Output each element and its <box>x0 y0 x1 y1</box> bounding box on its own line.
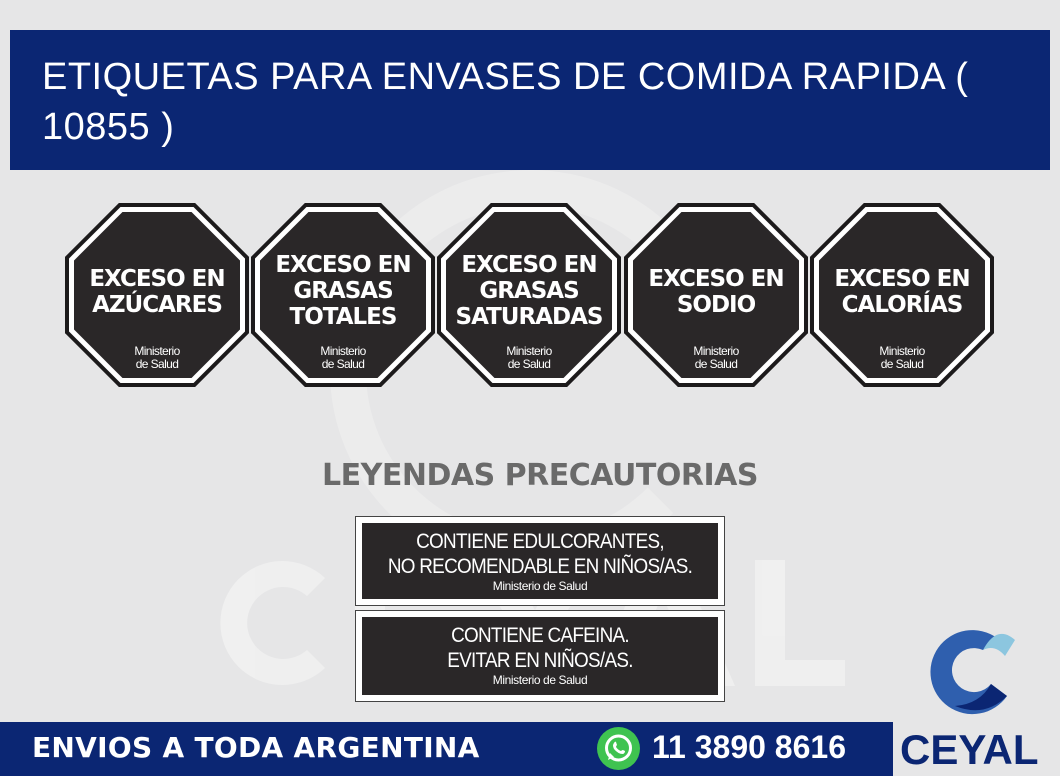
octagon-text: EXCESO EN <box>89 266 225 292</box>
legend-line: CONTIENE CAFEINA. <box>451 624 630 647</box>
authority-line: Ministerio <box>134 344 180 358</box>
page-title: ETIQUETAS PARA ENVASES DE COMIDA RAPIDA … <box>42 56 969 148</box>
octagon-seal: EXCESO EN CALORÍAS Ministerio de Salud <box>809 202 995 388</box>
octagon-seal: EXCESO EN GRASAS SATURADAS Ministerio de Sal… <box>436 202 622 388</box>
authority-line: Ministerio <box>506 344 552 358</box>
octagon-authority: Ministerio de Salud <box>623 345 809 371</box>
authority-line: Ministerio <box>320 344 366 358</box>
authority-line: de Salud <box>507 357 551 371</box>
legend-authority: Ministerio de Salud <box>492 579 588 593</box>
section-subtitle: LEYENDAS PRECAUTORIAS <box>322 458 758 493</box>
header-banner: ETIQUETAS PARA ENVASES DE COMIDA RAPIDA … <box>10 30 1050 170</box>
whatsapp-icon[interactable] <box>597 727 640 770</box>
octagon-text: EXCESO EN <box>461 252 597 278</box>
octagon-authority: Ministerio de Salud <box>809 345 995 371</box>
octagon-authority: Ministerio de Salud <box>436 345 622 371</box>
authority-line: de Salud <box>321 357 365 371</box>
octagon-text: SATURADAS <box>455 304 604 330</box>
octagon-text: CALORÍAS <box>841 292 964 318</box>
octagon-seal: EXCESO EN GRASAS TOTALES Ministerio de Salud <box>250 202 436 388</box>
legend-line: EVITAR EN NIÑOS/AS. <box>447 649 633 672</box>
octagon-text: EXCESO EN <box>834 266 970 292</box>
octagon-seal: EXCESO EN AZÚCARES Ministerio de Salud <box>64 202 250 388</box>
precaution-label-sweeteners: CONTIENE EDULCORANTES, NO RECOMENDABLE E… <box>355 516 725 606</box>
authority-line: Ministerio <box>879 344 925 358</box>
octagon-text: GRASAS <box>293 278 393 304</box>
octagon-text: GRASAS <box>479 278 579 304</box>
shipping-text: ENVIOS A TODA ARGENTINA <box>32 731 480 764</box>
ceyal-logo-icon <box>930 630 1015 715</box>
octagon-text: EXCESO EN <box>648 266 784 292</box>
octagon-text: AZÚCARES <box>92 292 223 318</box>
octagon-text: SODIO <box>676 292 756 318</box>
authority-line: Ministerio <box>693 344 739 358</box>
legend-line: NO RECOMENDABLE EN NIÑOS/AS. <box>387 555 693 578</box>
legend-authority: Ministerio de Salud <box>492 673 588 687</box>
precaution-label-caffeine: CONTIENE CAFEINA. EVITAR EN NIÑOS/AS. Mi… <box>355 610 725 702</box>
phone-number[interactable]: 11 3890 8616 <box>652 729 846 765</box>
octagon-seal: EXCESO EN SODIO Ministerio de Salud <box>623 202 809 388</box>
brand-name: CEYAL <box>900 726 1039 773</box>
legend-line: CONTIENE EDULCORANTES, <box>416 530 664 553</box>
authority-line: de Salud <box>135 357 179 371</box>
octagon-text: TOTALES <box>289 304 398 330</box>
octagon-authority: Ministerio de Salud <box>64 345 250 371</box>
authority-line: de Salud <box>694 357 738 371</box>
octagon-text: EXCESO EN <box>275 252 411 278</box>
footer-bar: ENVIOS A TODA ARGENTINA 11 3890 8616 <box>0 722 893 776</box>
octagon-authority: Ministerio de Salud <box>250 345 436 371</box>
authority-line: de Salud <box>880 357 924 371</box>
